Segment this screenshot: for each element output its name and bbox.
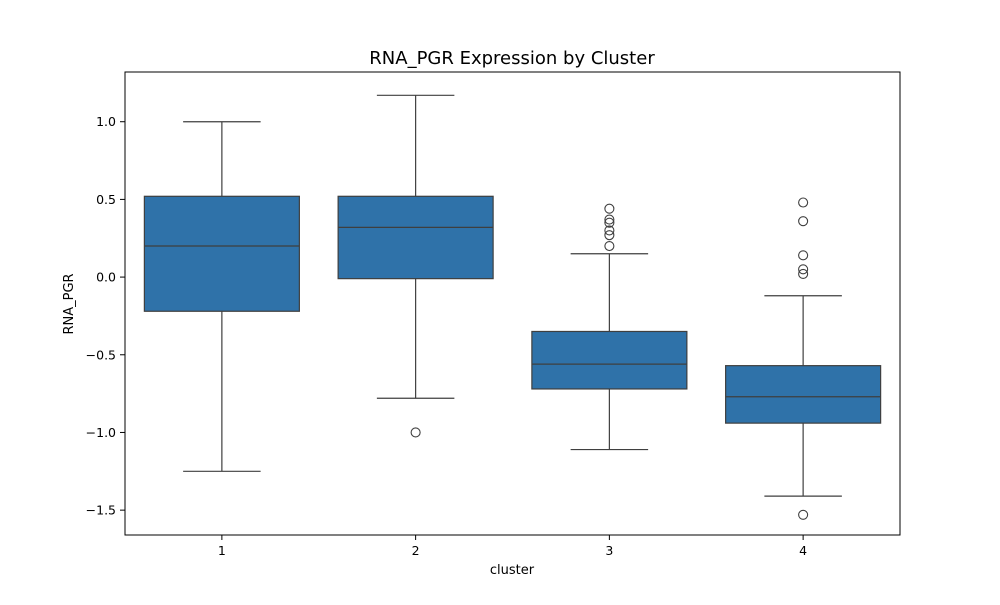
x-axis: 1 2 3 4 [218, 535, 807, 558]
y-tick-label: −1.5 [86, 503, 116, 518]
iqr-box [143, 195, 300, 312]
iqr-box [531, 330, 688, 390]
box-group-4 [725, 197, 882, 520]
outlier-point [798, 509, 809, 520]
outlier-point [604, 214, 615, 225]
iqr-box [725, 365, 882, 424]
y-axis: 1.0 0.5 0.0 −0.5 −1.0 −1.5 [86, 114, 125, 518]
plot-frame [124, 71, 901, 536]
box-group-1 [143, 121, 300, 472]
box-group-3 [531, 203, 688, 451]
outlier-point [604, 217, 615, 228]
x-tick-label: 1 [218, 543, 226, 558]
outlier-point [410, 427, 421, 438]
box-group-2 [337, 94, 494, 438]
outlier-point [798, 197, 809, 208]
y-tick-label: 1.0 [96, 114, 116, 129]
outlier-point [604, 230, 615, 241]
boxes-layer [143, 94, 882, 520]
x-axis-label: cluster [490, 563, 535, 578]
x-tick-label: 3 [605, 543, 613, 558]
outlier-point [604, 203, 615, 214]
y-tick-label: −1.0 [86, 425, 116, 440]
outlier-point [604, 225, 615, 236]
y-tick-label: 0.5 [96, 192, 116, 207]
outlier-point [798, 216, 809, 227]
x-tick-label: 2 [412, 543, 420, 558]
x-tick-label: 4 [799, 543, 807, 558]
outlier-point [798, 264, 809, 275]
outlier-point [798, 250, 809, 261]
y-tick-label: 0.0 [96, 270, 116, 285]
iqr-box [337, 195, 494, 280]
chart-title: RNA_PGR Expression by Cluster [369, 48, 655, 69]
y-axis-label: RNA_PGR [62, 273, 77, 334]
y-tick-label: −0.5 [86, 347, 116, 362]
outlier-point [798, 268, 809, 280]
outlier-point [604, 240, 615, 252]
